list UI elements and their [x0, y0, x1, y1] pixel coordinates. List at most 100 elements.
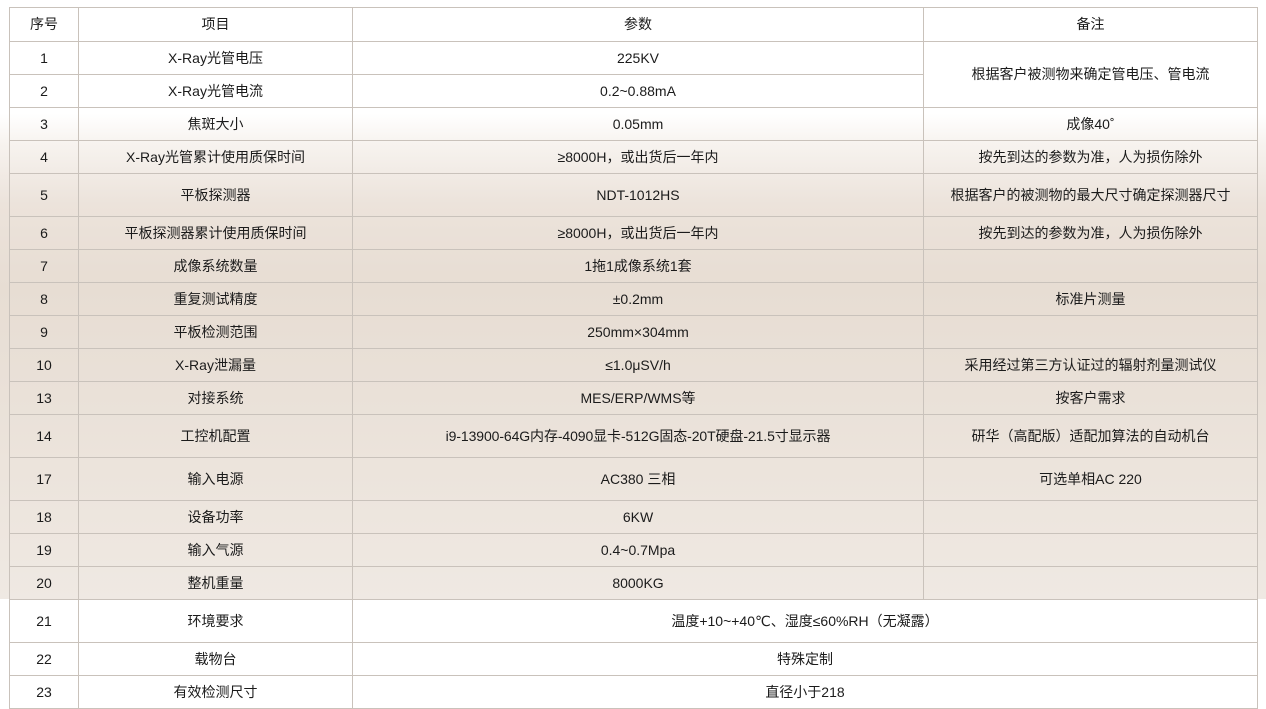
table-row: 2 X-Ray光管电流 0.2~0.88mA [9, 74, 1258, 108]
cell-param: 1拖1成像系统1套 [352, 249, 924, 283]
cell-item: 有效检测尺寸 [78, 675, 353, 709]
cell-remark: 可选单相AC 220 [923, 457, 1258, 501]
table-row: 18 设备功率 6KW [9, 500, 1258, 534]
cell-param: ≤1.0μSV/h [352, 348, 924, 382]
cell-item: X-Ray光管累计使用质保时间 [78, 140, 353, 174]
cell-seq: 13 [9, 381, 79, 415]
cell-param: MES/ERP/WMS等 [352, 381, 924, 415]
cell-param: 0.2~0.88mA [352, 74, 924, 108]
cell-param: i9-13900-64G内存-4090显卡-512G固态-20T硬盘-21.5寸… [352, 414, 924, 458]
column-header-item: 项目 [78, 7, 353, 42]
cell-param: NDT-1012HS [352, 173, 924, 217]
cell-param: 6KW [352, 500, 924, 534]
cell-item: X-Ray光管电压 [78, 41, 353, 75]
cell-item: 设备功率 [78, 500, 353, 534]
cell-param: AC380 三相 [352, 457, 924, 501]
cell-seq: 3 [9, 107, 79, 141]
table-row: 4 X-Ray光管累计使用质保时间 ≥8000H，或出货后一年内 按先到达的参数为准，… [9, 140, 1258, 174]
cell-item: 成像系统数量 [78, 249, 353, 283]
cell-param: 0.05mm [352, 107, 924, 141]
cell-seq: 5 [9, 173, 79, 217]
column-header-remark: 备注 [923, 7, 1258, 42]
spec-table-container: 序号 项目 参数 备注 1 X-Ray光管电压 225KV 根据客户被测物来确定管电压… [9, 7, 1258, 709]
specification-table: 序号 项目 参数 备注 1 X-Ray光管电压 225KV 根据客户被测物来确定管电压… [9, 7, 1258, 709]
cell-item: 平板检测范围 [78, 315, 353, 349]
cell-seq: 22 [9, 642, 79, 676]
column-header-seq: 序号 [9, 7, 79, 42]
cell-param: ≥8000H，或出货后一年内 [352, 140, 924, 174]
cell-param: 直径小于218 [352, 675, 1258, 709]
cell-remark [923, 533, 1258, 567]
cell-item: 对接系统 [78, 381, 353, 415]
cell-param: 225KV [352, 41, 924, 75]
table-row: 7 成像系统数量 1拖1成像系统1套 [9, 249, 1258, 283]
cell-seq: 23 [9, 675, 79, 709]
cell-seq: 10 [9, 348, 79, 382]
cell-seq: 7 [9, 249, 79, 283]
cell-seq: 19 [9, 533, 79, 567]
cell-item: 平板探测器 [78, 173, 353, 217]
cell-seq: 17 [9, 457, 79, 501]
cell-item: 输入气源 [78, 533, 353, 567]
cell-param: 250mm×304mm [352, 315, 924, 349]
cell-param: ≥8000H，或出货后一年内 [352, 216, 924, 250]
cell-seq: 8 [9, 282, 79, 316]
cell-seq: 18 [9, 500, 79, 534]
cell-item: 焦斑大小 [78, 107, 353, 141]
cell-param: 0.4~0.7Mpa [352, 533, 924, 567]
table-header-row: 序号 项目 参数 备注 [9, 7, 1258, 42]
cell-item: 平板探测器累计使用质保时间 [78, 216, 353, 250]
table-row: 1 X-Ray光管电压 225KV 根据客户被测物来确定管电压、管电流 [9, 41, 1258, 108]
cell-remark: 成像40˚ [923, 107, 1258, 141]
cell-remark [923, 315, 1258, 349]
cell-item: 载物台 [78, 642, 353, 676]
table-row: 9 平板检测范围 250mm×304mm [9, 315, 1258, 349]
cell-remark: 根据客户被测物来确定管电压、管电流 [923, 41, 1258, 108]
cell-seq: 21 [9, 599, 79, 643]
cell-remark [923, 500, 1258, 534]
cell-item: 工控机配置 [78, 414, 353, 458]
table-row: 13 对接系统 MES/ERP/WMS等 按客户需求 [9, 381, 1258, 415]
cell-remark: 采用经过第三方认证过的辐射剂量测试仪 [923, 348, 1258, 382]
table-row: 14 工控机配置 i9-13900-64G内存-4090显卡-512G固态-20T硬… [9, 414, 1258, 458]
table-row: 23 有效检测尺寸 直径小于218 [9, 675, 1258, 709]
cell-param: 8000KG [352, 566, 924, 600]
column-header-param: 参数 [352, 7, 924, 42]
cell-item: X-Ray泄漏量 [78, 348, 353, 382]
table-row: 22 载物台 特殊定制 [9, 642, 1258, 676]
cell-seq: 9 [9, 315, 79, 349]
table-row: 20 整机重量 8000KG [9, 566, 1258, 600]
cell-remark [923, 566, 1258, 600]
cell-item: 重复测试精度 [78, 282, 353, 316]
cell-remark: 按先到达的参数为准，人为损伤除外 [923, 216, 1258, 250]
cell-seq: 4 [9, 140, 79, 174]
cell-item: 整机重量 [78, 566, 353, 600]
table-row: 19 输入气源 0.4~0.7Mpa [9, 533, 1258, 567]
table-row: 17 输入电源 AC380 三相 可选单相AC 220 [9, 457, 1258, 501]
cell-param: 温度+10~+40℃、湿度≤60%RH（无凝露） [352, 599, 1258, 643]
cell-remark: 按客户需求 [923, 381, 1258, 415]
cell-item: X-Ray光管电流 [78, 74, 353, 108]
cell-seq: 2 [9, 74, 79, 108]
cell-item: 环境要求 [78, 599, 353, 643]
cell-remark: 按先到达的参数为准，人为损伤除外 [923, 140, 1258, 174]
cell-remark: 标准片测量 [923, 282, 1258, 316]
cell-seq: 20 [9, 566, 79, 600]
table-body: 1 X-Ray光管电压 225KV 根据客户被测物来确定管电压、管电流 2 X-Ray光管… [9, 41, 1258, 709]
table-row: 8 重复测试精度 ±0.2mm 标准片测量 [9, 282, 1258, 316]
table-row: 10 X-Ray泄漏量 ≤1.0μSV/h 采用经过第三方认证过的辐射剂量测试仪 [9, 348, 1258, 382]
table-row: 5 平板探测器 NDT-1012HS 根据客户的被测物的最大尺寸确定探测器尺寸 [9, 173, 1258, 217]
cell-remark: 研华（高配版）适配加算法的自动机台 [923, 414, 1258, 458]
cell-remark: 根据客户的被测物的最大尺寸确定探测器尺寸 [923, 173, 1258, 217]
cell-param: ±0.2mm [352, 282, 924, 316]
cell-item: 输入电源 [78, 457, 353, 501]
cell-remark [923, 249, 1258, 283]
cell-seq: 1 [9, 41, 79, 75]
table-header: 序号 项目 参数 备注 [9, 7, 1258, 42]
cell-seq: 6 [9, 216, 79, 250]
table-row: 6 平板探测器累计使用质保时间 ≥8000H，或出货后一年内 按先到达的参数为准，人为… [9, 216, 1258, 250]
table-row: 3 焦斑大小 0.05mm 成像40˚ [9, 107, 1258, 141]
cell-param: 特殊定制 [352, 642, 1258, 676]
cell-seq: 14 [9, 414, 79, 458]
table-row: 21 环境要求 温度+10~+40℃、湿度≤60%RH（无凝露） [9, 599, 1258, 643]
